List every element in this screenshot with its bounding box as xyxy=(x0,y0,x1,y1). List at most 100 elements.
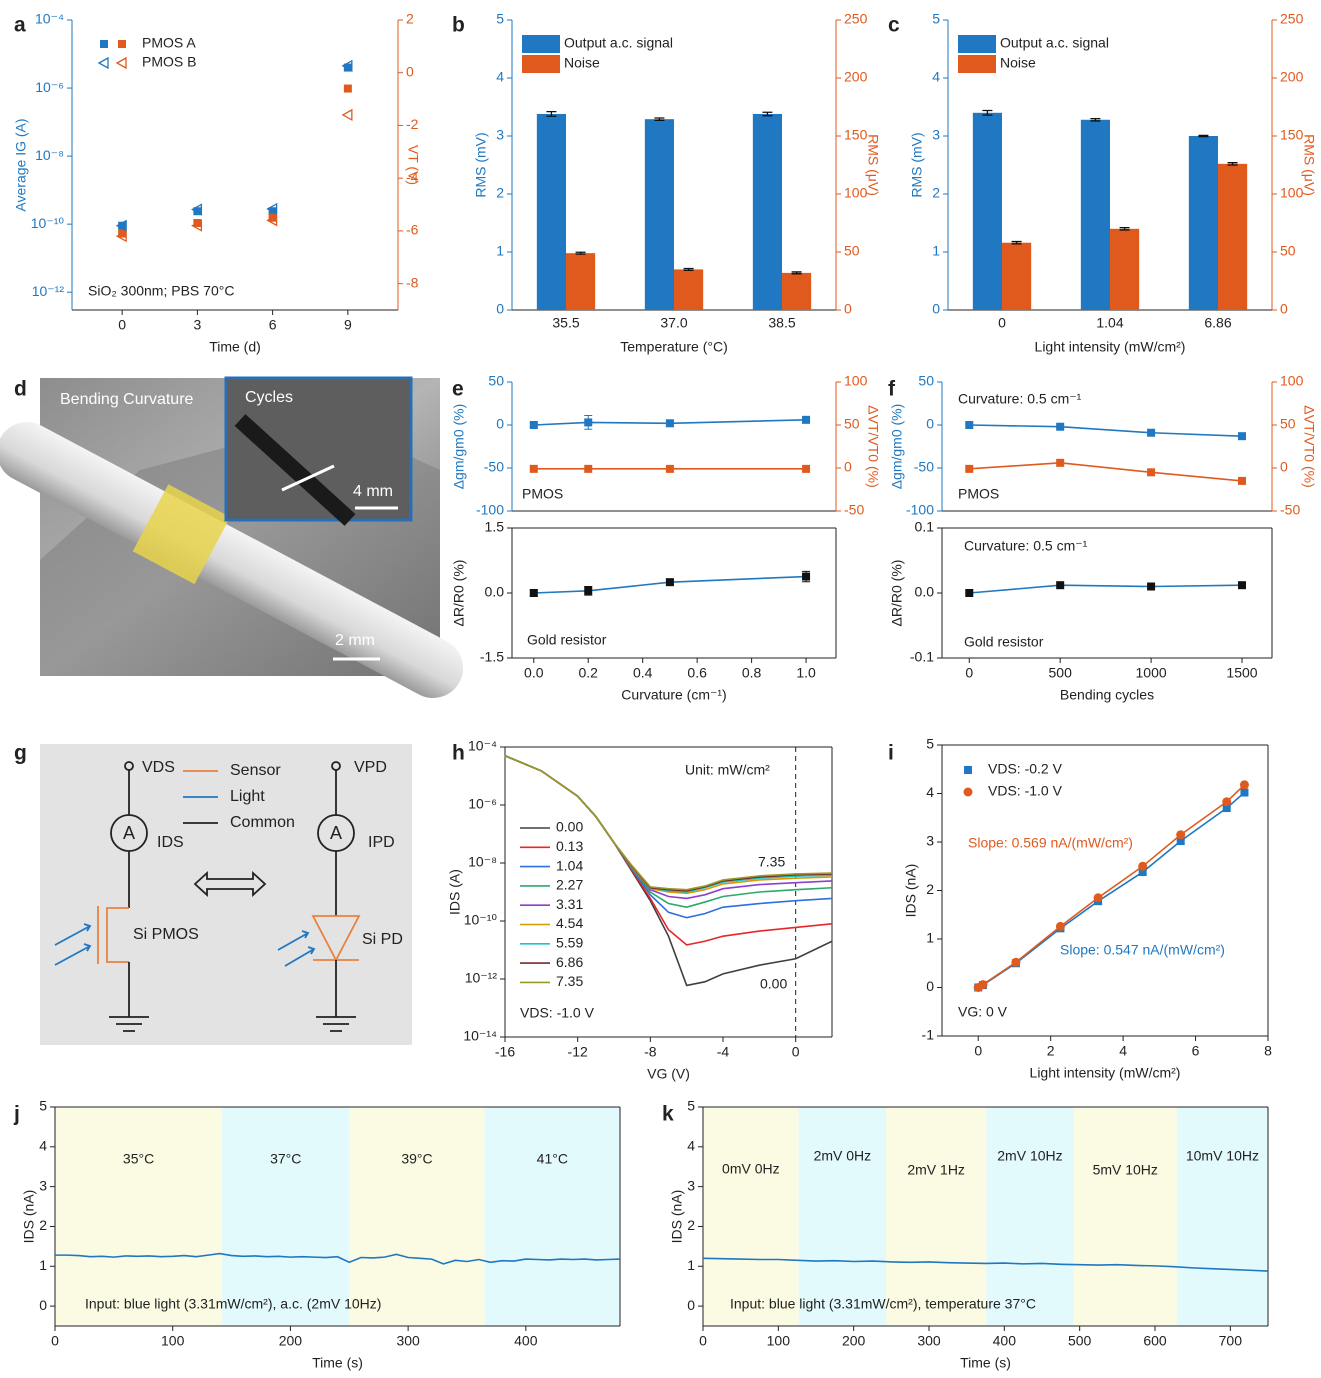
y-tick-label: 2 xyxy=(932,185,940,201)
marker xyxy=(1093,893,1103,903)
marker xyxy=(802,464,811,473)
data-line xyxy=(969,462,1243,482)
y-tick-label: 5 xyxy=(687,1098,695,1114)
marker xyxy=(965,421,974,429)
y-tick-label: 0 xyxy=(932,301,940,317)
x-tick-label: 0 xyxy=(792,1044,800,1060)
x-tick-label: 300 xyxy=(917,1333,941,1349)
x-tick-label: 500 xyxy=(1068,1333,1092,1349)
legend-label: 4.54 xyxy=(556,915,583,931)
marker xyxy=(802,572,811,581)
x-tick-label: 400 xyxy=(993,1333,1017,1349)
legend-swatch xyxy=(115,56,127,70)
y2-tick-label: 100 xyxy=(844,185,868,201)
marker xyxy=(266,214,278,227)
region xyxy=(349,1107,485,1326)
region-label: 2mV 0Hz xyxy=(814,1148,872,1164)
ground xyxy=(316,1016,356,1032)
x-axis-label: Bending cycles xyxy=(1060,687,1154,703)
error-bar xyxy=(1227,162,1238,166)
y-tick-label: 0.0 xyxy=(485,584,505,600)
y2-tick-label: 0 xyxy=(1280,301,1288,317)
x-axis-label: VG (V) xyxy=(647,1066,690,1082)
region-label: 10mV 10Hz xyxy=(1186,1148,1259,1164)
error-bar xyxy=(546,110,557,117)
y-tick-label: 1 xyxy=(496,243,504,259)
y-axis-label: IDS (nA) xyxy=(903,864,919,918)
error-bar xyxy=(1198,134,1209,138)
x-tick-label: 3 xyxy=(193,317,201,333)
marker xyxy=(584,418,593,427)
bar xyxy=(1110,228,1140,310)
y2-tick-label: -2 xyxy=(406,116,419,132)
annotation: VDS: -1.0 V xyxy=(520,1005,595,1021)
bar xyxy=(1218,163,1248,310)
data-line xyxy=(504,754,833,908)
data-line xyxy=(504,754,833,893)
marker xyxy=(266,202,278,216)
y2-axis-label: ΔVT/VT0 (%) xyxy=(1301,405,1317,487)
y-tick-label: 5 xyxy=(496,11,504,27)
legend-label: VDS: -1.0 V xyxy=(988,783,1063,799)
y-tick-label: 3 xyxy=(687,1177,695,1193)
error-bar xyxy=(1119,226,1130,231)
photo-panel: d Bending Curvature Cycles 4 mm 2 mm xyxy=(0,376,464,698)
data-line xyxy=(504,754,833,987)
marker xyxy=(1176,837,1185,846)
marker xyxy=(529,421,538,429)
error-bar xyxy=(1090,117,1101,122)
y-tick-label: 0 xyxy=(496,301,504,317)
data-line xyxy=(977,791,1245,989)
y2-tick-label: 0 xyxy=(844,301,852,317)
marker xyxy=(1147,428,1156,437)
x-tick-label: -12 xyxy=(568,1044,588,1060)
x-tick-label: 0 xyxy=(699,1333,707,1349)
circuit-panel: g Sensor Light Common VDS A IDS Si PMOS … xyxy=(14,742,412,1045)
data-line xyxy=(504,754,833,891)
annotation: Gold resistor xyxy=(527,632,607,648)
marker xyxy=(1011,957,1021,967)
marker xyxy=(1056,581,1065,590)
y-tick-label: 10⁻¹⁴ xyxy=(463,1028,497,1044)
y-tick-label: 1 xyxy=(926,930,934,946)
panel-label: b xyxy=(452,14,465,37)
x-tick-label: 2 xyxy=(1047,1043,1055,1059)
error-bar xyxy=(683,267,694,271)
x-tick-label: 37.0 xyxy=(660,315,687,331)
legend-label: PMOS B xyxy=(142,54,196,70)
marker xyxy=(1238,476,1246,485)
marker xyxy=(1138,861,1148,871)
y2-tick-label: -4 xyxy=(406,169,419,185)
bar xyxy=(644,119,674,311)
y-tick-label: 0 xyxy=(926,416,934,432)
bar xyxy=(674,269,704,310)
marker xyxy=(1147,582,1156,591)
circuit-label: IPD xyxy=(368,834,395,851)
legend-swatch xyxy=(118,40,126,48)
x-tick-label: 100 xyxy=(161,1333,185,1349)
y2-tick-label: 50 xyxy=(1280,243,1296,259)
legend-swatch xyxy=(97,56,109,70)
region-label: 37°C xyxy=(270,1151,301,1167)
y-tick-label: 5 xyxy=(932,11,940,27)
y-tick-label: 0 xyxy=(496,416,504,432)
light-arrow xyxy=(277,930,316,967)
x-axis-label: Time (d) xyxy=(209,339,261,355)
marker xyxy=(965,464,974,473)
region-label: 2mV 10Hz xyxy=(997,1148,1062,1164)
annotation: Slope: 0.547 nA/(mW/cm²) xyxy=(1060,942,1225,958)
x-tick-label: 700 xyxy=(1219,1333,1243,1349)
inset-arrow xyxy=(281,464,335,492)
legend-label: 5.59 xyxy=(556,935,583,951)
y-tick-label: 50 xyxy=(488,373,504,389)
marker xyxy=(1222,804,1231,813)
x-axis-label: Time (s) xyxy=(960,1355,1011,1371)
x-axis-label: Curvature (cm⁻¹) xyxy=(621,687,726,703)
y2-tick-label: 100 xyxy=(844,373,868,389)
x-axis-label: Temperature (°C) xyxy=(620,339,728,355)
x-tick-label: 4 xyxy=(1119,1043,1127,1059)
y-axis-label: IDS (A) xyxy=(447,869,463,915)
data-line xyxy=(504,754,833,895)
y-tick-label: 1.5 xyxy=(485,519,505,535)
